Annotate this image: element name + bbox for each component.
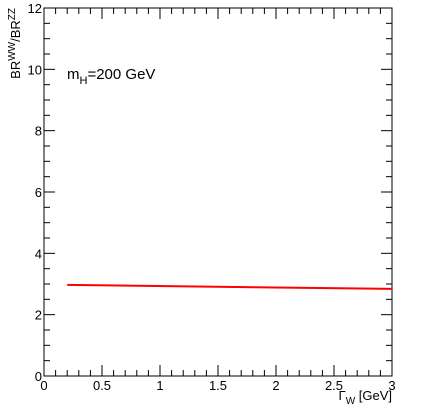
x-tick-label: 0: [40, 378, 47, 393]
x-axis-label: ΓW [GeV]: [339, 388, 392, 407]
x-tick-label: 1.5: [209, 378, 227, 393]
y-tick-label: 10: [28, 62, 42, 77]
y-tick-label: 12: [28, 1, 42, 16]
series-line: [67, 283, 393, 290]
axis-ticks: [43, 7, 393, 377]
y-axis-label: BRWW/BRZZ: [7, 8, 23, 79]
x-tick-label: 2.5: [325, 378, 343, 393]
series-layer: [67, 283, 393, 290]
y-tick-label: 2: [35, 308, 42, 323]
y-tick-label: 6: [35, 185, 42, 200]
y-tick-label: 4: [35, 246, 42, 261]
x-tick-label: 1: [156, 378, 163, 393]
y-tick-label: 0: [35, 369, 42, 384]
x-tick-label: 2: [272, 378, 279, 393]
plot-frame: [43, 7, 393, 377]
y-tick-label: 8: [35, 124, 42, 139]
x-tick-label: 3: [388, 378, 395, 393]
mass-annotation: mH=200 GeV: [67, 66, 155, 87]
x-tick-label: 0.5: [93, 378, 111, 393]
y-tick-labels: 0 2 4 6 8 10 12: [28, 1, 42, 384]
x-tick-labels: 0 0.5 1 1.5 2 2.5 3: [40, 378, 395, 393]
